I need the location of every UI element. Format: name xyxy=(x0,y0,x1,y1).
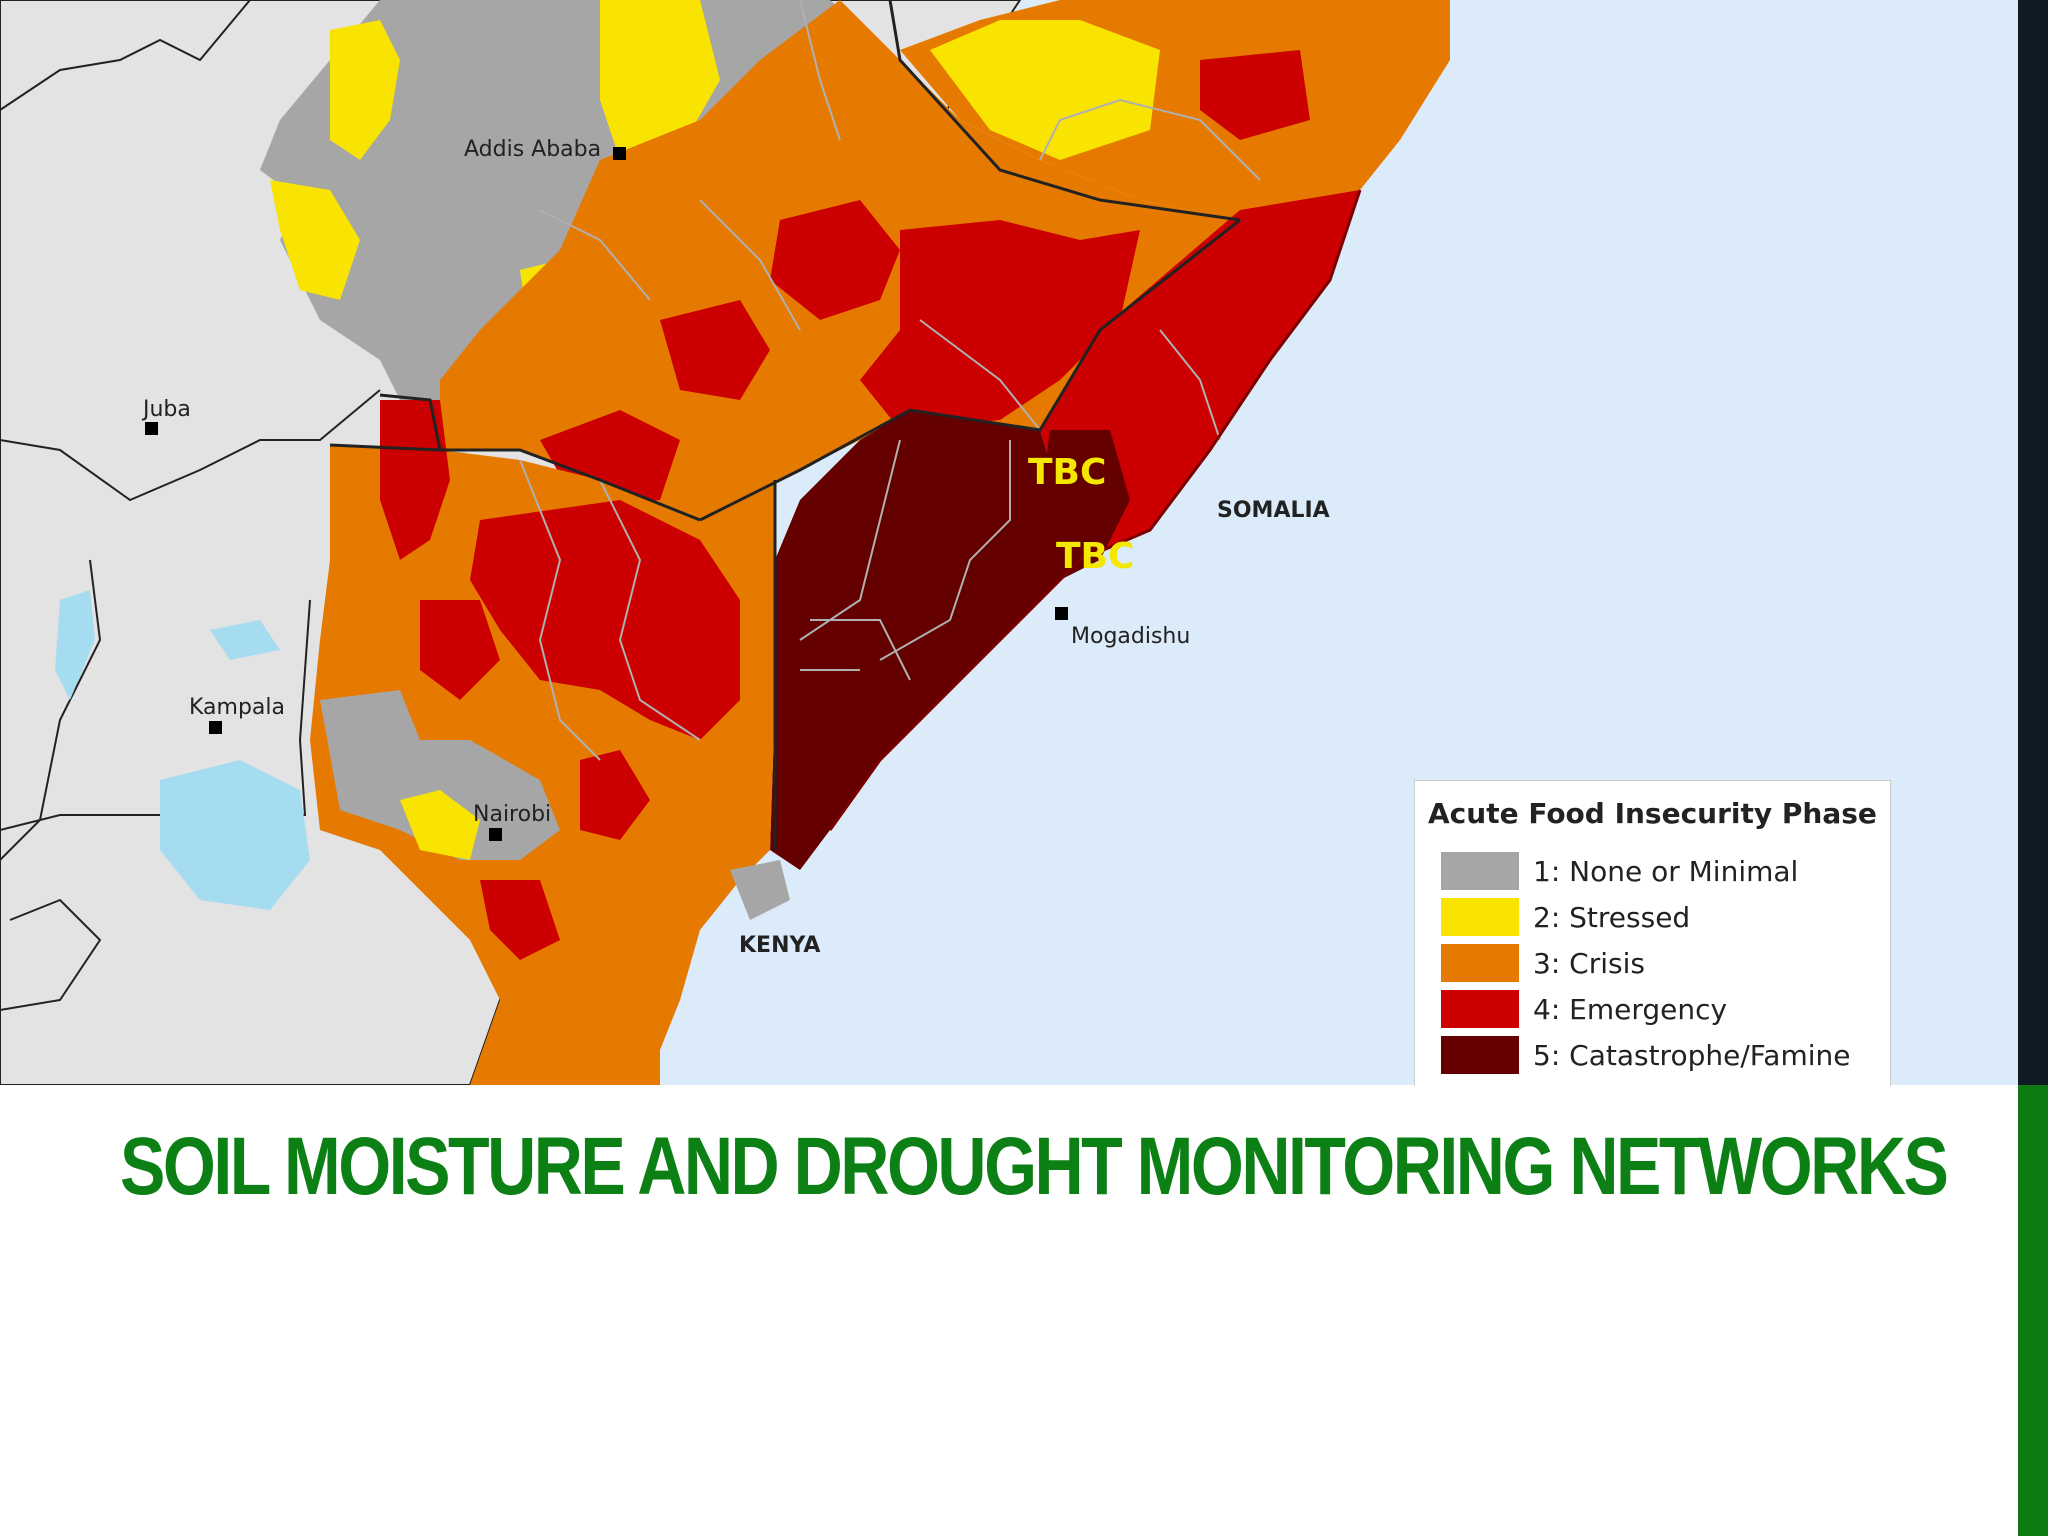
legend-item-phase-5: 5: Catastrophe/Famine xyxy=(1441,1032,1890,1078)
legend-label-phase-2: 2: Stressed xyxy=(1533,900,1691,934)
legend-list: 1: None or Minimal 2: Stressed 3: Crisis… xyxy=(1441,848,1890,1078)
map-legend: Acute Food Insecurity Phase 1: None or M… xyxy=(1414,780,1891,1086)
legend-title: Acute Food Insecurity Phase xyxy=(1428,797,1877,830)
legend-label-phase-4: 4: Emergency xyxy=(1533,992,1728,1026)
city-label-addis: Addis Ababa xyxy=(464,137,602,162)
legend-label-phase-5: 5: Catastrophe/Famine xyxy=(1533,1038,1851,1072)
legend-swatch-phase-1 xyxy=(1441,852,1519,890)
tbc-annotation-2: TBC xyxy=(1056,536,1135,577)
city-label-juba: Juba xyxy=(143,397,191,422)
city-marker-juba xyxy=(145,422,158,435)
slide-edge-dark-bar xyxy=(2018,0,2048,1085)
slide-edge-green-bar xyxy=(2018,1085,2048,1536)
legend-item-phase-2: 2: Stressed xyxy=(1441,894,1890,940)
food-insecurity-map: Addis Ababa Juba Kampala Nairobi Mogadis… xyxy=(0,0,2018,1086)
legend-item-phase-4: 4: Emergency xyxy=(1441,986,1890,1032)
legend-swatch-phase-2 xyxy=(1441,898,1519,936)
map-canvas xyxy=(0,0,2018,1085)
city-label-nairobi: Nairobi xyxy=(473,802,552,827)
legend-swatch-phase-5 xyxy=(1441,1036,1519,1074)
country-label-kenya: KENYA xyxy=(739,933,821,958)
city-marker-addis xyxy=(613,147,626,160)
legend-item-phase-1: 1: None or Minimal xyxy=(1441,848,1890,894)
city-label-mogadishu: Mogadishu xyxy=(1071,624,1191,649)
city-label-kampala: Kampala xyxy=(189,695,285,720)
city-marker-nairobi xyxy=(489,828,502,841)
tbc-annotation-1: TBC xyxy=(1028,452,1107,493)
slide-title: SOIL MOISTURE AND DROUGHT MONITORING NET… xyxy=(120,1121,1949,1212)
legend-label-phase-1: 1: None or Minimal xyxy=(1533,854,1799,888)
legend-swatch-phase-3 xyxy=(1441,944,1519,982)
country-label-somalia: SOMALIA xyxy=(1217,498,1330,523)
legend-label-phase-3: 3: Crisis xyxy=(1533,946,1645,980)
legend-item-phase-3: 3: Crisis xyxy=(1441,940,1890,986)
legend-swatch-phase-4 xyxy=(1441,990,1519,1028)
city-marker-mogadishu xyxy=(1055,607,1068,620)
city-marker-kampala xyxy=(209,721,222,734)
